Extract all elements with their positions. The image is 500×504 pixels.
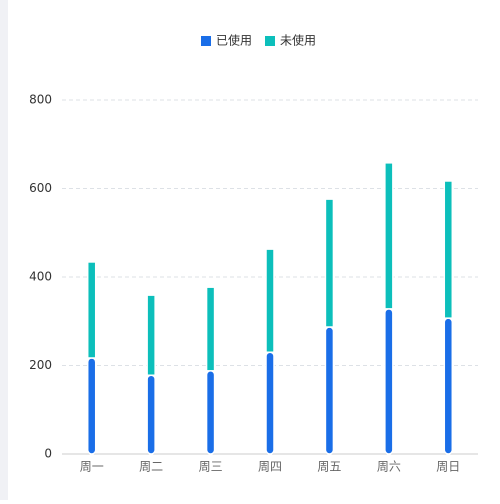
x-tick-label: 周五 <box>317 460 341 474</box>
legend-swatch <box>265 36 275 46</box>
bar-segment <box>265 351 275 455</box>
bar-segment <box>146 374 156 455</box>
y-tick-label: 0 <box>44 447 52 461</box>
y-tick-label: 400 <box>29 270 52 284</box>
bar-segment <box>384 162 394 310</box>
bar-segment <box>86 357 97 455</box>
legend-swatch <box>201 36 211 46</box>
y-tick-label: 600 <box>29 181 52 195</box>
x-tick-label: 周三 <box>199 460 223 474</box>
x-tick-label: 周六 <box>377 460 401 474</box>
side-strip <box>0 0 8 500</box>
y-tick-label: 200 <box>29 358 52 372</box>
legend-label: 未使用 <box>280 33 316 48</box>
bar-segment <box>384 308 394 455</box>
bar-segment <box>265 248 275 353</box>
x-tick-label: 周四 <box>258 460 282 474</box>
bar-segment <box>324 198 335 328</box>
x-tick-label: 周一 <box>80 460 104 474</box>
y-tick-label: 800 <box>29 93 52 107</box>
bar-segment <box>86 261 97 359</box>
bar-segment <box>146 294 156 376</box>
bar-segment <box>443 317 454 455</box>
bar-segment <box>443 180 454 319</box>
legend-label: 已使用 <box>216 33 252 48</box>
bar-segment <box>324 326 335 455</box>
x-tick-label: 周日 <box>436 460 460 474</box>
bar-segment <box>205 286 216 372</box>
x-tick-label: 周二 <box>139 460 163 474</box>
bar-segment <box>205 370 216 455</box>
